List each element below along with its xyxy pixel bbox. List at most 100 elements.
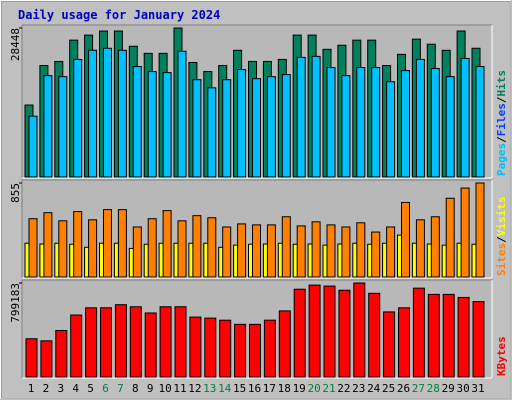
bar [386, 81, 396, 178]
x-tick-label: 18 [278, 382, 291, 395]
legend-separator: / [495, 96, 508, 103]
x-tick-label: 2 [43, 382, 50, 395]
legend-separator: / [495, 136, 508, 143]
legend: KBytes [495, 336, 508, 376]
x-tick-label: 7 [117, 382, 124, 395]
bar [189, 316, 202, 378]
bar [457, 296, 470, 378]
x-tick-label: 17 [263, 382, 276, 395]
y-tick-label: 855 [9, 183, 22, 203]
bar [296, 225, 306, 278]
bar [114, 304, 127, 378]
y-tick-label: 799183 [9, 283, 22, 323]
x-tick-label: 9 [147, 382, 154, 395]
bar [28, 218, 38, 278]
chart-title: Daily usage for January 2024 [18, 8, 220, 22]
x-tick-label: 12 [188, 382, 201, 395]
bar [117, 209, 127, 278]
bar [278, 310, 291, 378]
x-tick-label: 25 [382, 382, 395, 395]
bar [222, 79, 232, 178]
bar [460, 57, 470, 178]
bar [129, 306, 142, 378]
bar [207, 217, 217, 278]
bar [296, 56, 306, 178]
bar [311, 221, 321, 278]
x-tick-label: 10 [158, 382, 171, 395]
x-tick-label: 15 [233, 382, 246, 395]
bar [266, 224, 276, 278]
bar [383, 311, 396, 378]
legend-entry: Files [495, 103, 508, 136]
bar [326, 67, 336, 178]
x-tick-label: 28 [427, 382, 440, 395]
bar [219, 319, 232, 378]
x-tick-label: 11 [173, 382, 186, 395]
bar [293, 288, 306, 378]
x-tick-label: 3 [57, 382, 64, 395]
bar [281, 74, 291, 178]
bar [162, 72, 172, 178]
bar [401, 201, 410, 278]
x-tick-label: 5 [87, 382, 94, 395]
bar [177, 220, 187, 278]
bar [73, 211, 83, 278]
bar [249, 323, 261, 378]
y-tick-label: 28448 [9, 28, 22, 61]
legend: Pages/Files/Hits [495, 70, 508, 176]
bar [266, 76, 276, 178]
bar [353, 282, 366, 378]
bar [371, 67, 381, 178]
x-tick-label: 22 [337, 382, 350, 395]
bar [326, 224, 336, 278]
bar [162, 210, 172, 278]
bar [386, 226, 396, 278]
bar [159, 306, 172, 378]
bar [100, 307, 112, 378]
bar [43, 75, 53, 178]
bar [43, 212, 53, 278]
bar [103, 47, 112, 178]
bar [144, 312, 157, 378]
bar [58, 76, 68, 178]
bar [55, 330, 68, 378]
bar [237, 69, 247, 178]
bar [40, 340, 53, 378]
legend-separator: / [495, 236, 508, 243]
x-tick-label: 30 [456, 382, 469, 395]
legend-entry: Hits [495, 70, 508, 97]
x-tick-label: 21 [322, 382, 335, 395]
bar [88, 219, 98, 278]
x-tick-label: 31 [471, 382, 484, 395]
bar [204, 317, 217, 378]
x-tick-label: 23 [352, 382, 365, 395]
bar [103, 209, 112, 278]
bar [85, 307, 98, 378]
bar [234, 323, 247, 378]
bar [430, 216, 440, 278]
bar [70, 314, 83, 378]
bar [475, 66, 485, 178]
bar [401, 70, 410, 178]
bar [192, 79, 202, 178]
bar [341, 226, 351, 278]
x-tick-label: 29 [442, 382, 455, 395]
bar [356, 222, 366, 278]
bar [460, 187, 470, 278]
bar [88, 49, 98, 178]
bar [25, 338, 38, 378]
legend-entry: Pages [495, 143, 508, 176]
bar [442, 293, 455, 378]
bar [311, 55, 321, 178]
bar [281, 216, 291, 278]
bar [338, 289, 351, 378]
bar [415, 219, 425, 278]
bar [368, 292, 381, 378]
bar [28, 115, 38, 178]
bar [445, 197, 455, 278]
bar [147, 71, 157, 178]
bar [117, 49, 127, 178]
x-tick-label: 4 [72, 382, 79, 395]
bar [445, 76, 455, 178]
